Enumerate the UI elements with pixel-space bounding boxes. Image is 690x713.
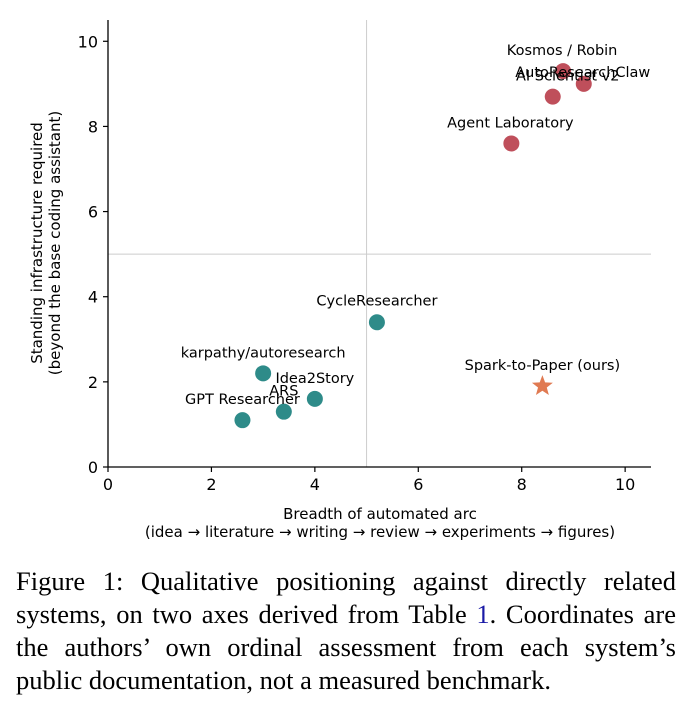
point-label-ai-scientist-v2: AI Scientist v2 — [516, 69, 620, 85]
y-axis-sublabel: (beyond the base coding assistant) — [46, 111, 64, 375]
axes — [107, 20, 651, 468]
data-point-agent-laboratory — [503, 135, 520, 152]
x-tick-label: 8 — [517, 475, 527, 494]
data-point-spark-to-paper-ours — [531, 375, 553, 396]
caption-suffix: . Coordinates are the authors’ own ordin… — [16, 599, 676, 695]
x-tick-label: 2 — [206, 475, 216, 494]
point-label-spark-to-paper-ours: Spark-to-Paper (ours) — [465, 358, 621, 374]
y-tick-label: 4 — [88, 288, 98, 307]
y-tick-label: 6 — [88, 203, 98, 222]
data-point-ars — [275, 403, 292, 420]
point-label-kosmos-robin: Kosmos / Robin — [507, 43, 618, 59]
point-label-karpathy-autoresearch: karpathy/autoresearch — [181, 345, 346, 361]
data-point-gpt-researcher — [234, 412, 251, 429]
point-label-ars: ARS — [269, 384, 298, 400]
point-label-cycleresearcher: CycleResearcher — [316, 293, 437, 309]
x-tick-label: 4 — [310, 475, 320, 494]
y-tick-label: 0 — [88, 458, 98, 477]
x-axis-sublabel: (idea → literature → writing → review → … — [145, 523, 615, 541]
y-axis-label: Standing infrastructure required — [28, 122, 46, 364]
reference-lines — [108, 20, 651, 467]
point-label-agent-laboratory: Agent Laboratory — [447, 115, 574, 131]
x-tick-label: 6 — [413, 475, 423, 494]
data-point-ai-scientist-v2 — [544, 88, 561, 105]
caption-prefix: Figure 1: Qualitative positioning agains… — [16, 566, 676, 629]
table-reference-link[interactable]: 1 — [476, 599, 490, 629]
figure-caption: Figure 1: Qualitative positioning agains… — [16, 565, 676, 697]
data-point-idea2story — [306, 390, 323, 407]
data-point-kosmos-robin — [555, 63, 572, 80]
x-tick-label: 10 — [615, 475, 635, 494]
scatter-chart: 0 2 4 6 8 10 0 2 4 6 8 10 Kosmos / Robin AutoResearc… — [28, 20, 651, 541]
y-tick-label: 8 — [88, 117, 98, 136]
axis-ticks: 0 2 4 6 8 10 0 2 4 6 8 10 — [78, 32, 636, 494]
x-tick-label: 0 — [103, 475, 113, 494]
point-label-gpt-researcher: GPT Researcher — [185, 392, 300, 408]
data-point-karpathy-autoresearch — [255, 365, 272, 382]
data-point-autoresearchclaw — [575, 75, 592, 92]
point-label-autoresearchclaw: AutoResearchClaw — [515, 65, 650, 81]
y-tick-label: 2 — [88, 373, 98, 392]
x-axis-label: Breadth of automated arc — [283, 505, 477, 523]
point-label-idea2story: Idea2Story — [275, 371, 354, 387]
y-tick-label: 10 — [78, 32, 98, 51]
data-points — [234, 63, 592, 429]
data-point-cycleresearcher — [368, 314, 385, 331]
